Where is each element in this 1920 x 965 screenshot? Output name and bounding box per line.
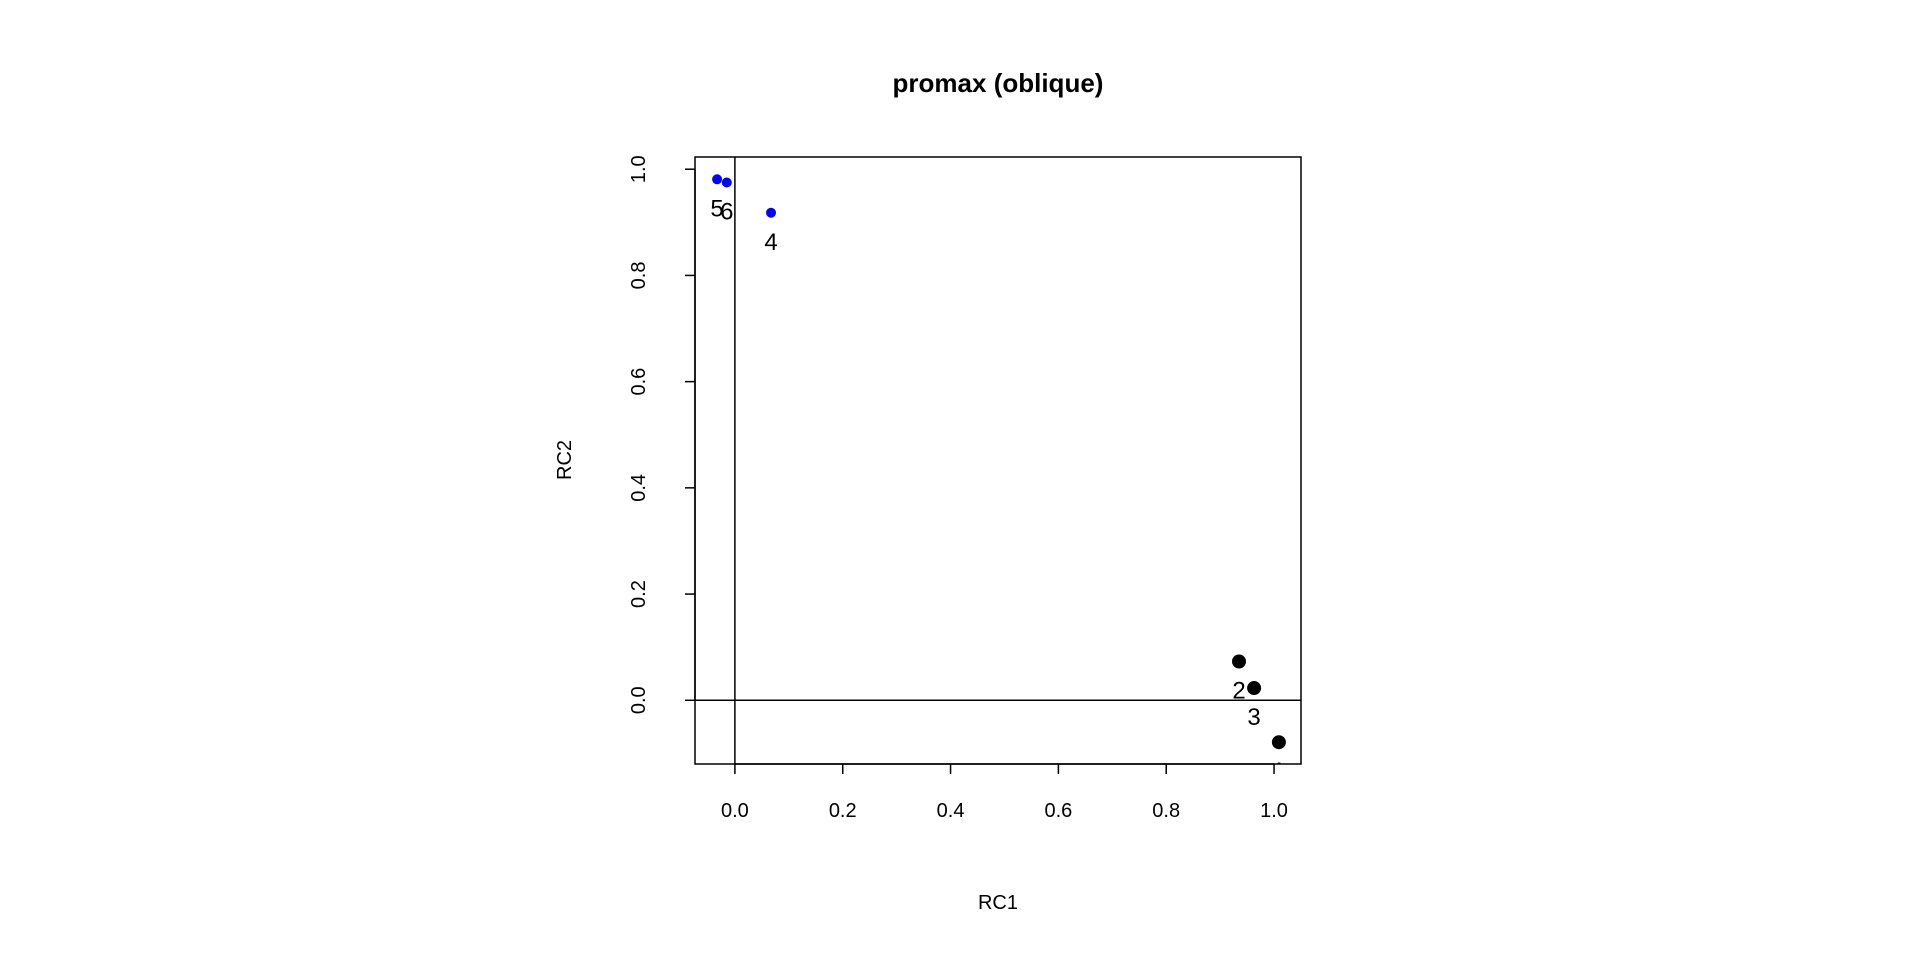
x-tick-label: 0.2 (829, 800, 857, 822)
point-label: 2 (1232, 678, 1245, 705)
x-axis-label: RC1 (978, 892, 1018, 914)
point-label: 6 (720, 198, 733, 225)
y-tick-label: 0.4 (628, 474, 650, 502)
y-axis-label: RC2 (554, 440, 576, 480)
y-tick-label: 1.0 (628, 155, 650, 183)
point-label: 3 (1247, 704, 1260, 731)
x-tick-label: 0.4 (937, 800, 965, 822)
y-tick-label: 0.6 (628, 368, 650, 396)
data-point (1247, 681, 1262, 696)
y-tick-label: 0.0 (628, 686, 650, 714)
data-point (721, 177, 732, 188)
point-label: 5 (710, 195, 723, 222)
x-tick-label: 0.6 (1044, 800, 1072, 822)
x-tick-label: 0.0 (721, 800, 749, 822)
data-point (766, 207, 777, 218)
chart-title: promax (oblique) (893, 68, 1104, 98)
point-label: 4 (764, 229, 777, 256)
y-tick-label: 0.2 (628, 580, 650, 608)
data-point (712, 174, 723, 185)
y-tick-label: 0.8 (628, 262, 650, 290)
point-label: 1 (1272, 758, 1285, 785)
x-tick-label: 0.8 (1152, 800, 1180, 822)
x-tick-label: 1.0 (1260, 800, 1288, 822)
data-point (1271, 735, 1286, 750)
data-point (1231, 654, 1246, 669)
plot-frame (694, 156, 1302, 765)
